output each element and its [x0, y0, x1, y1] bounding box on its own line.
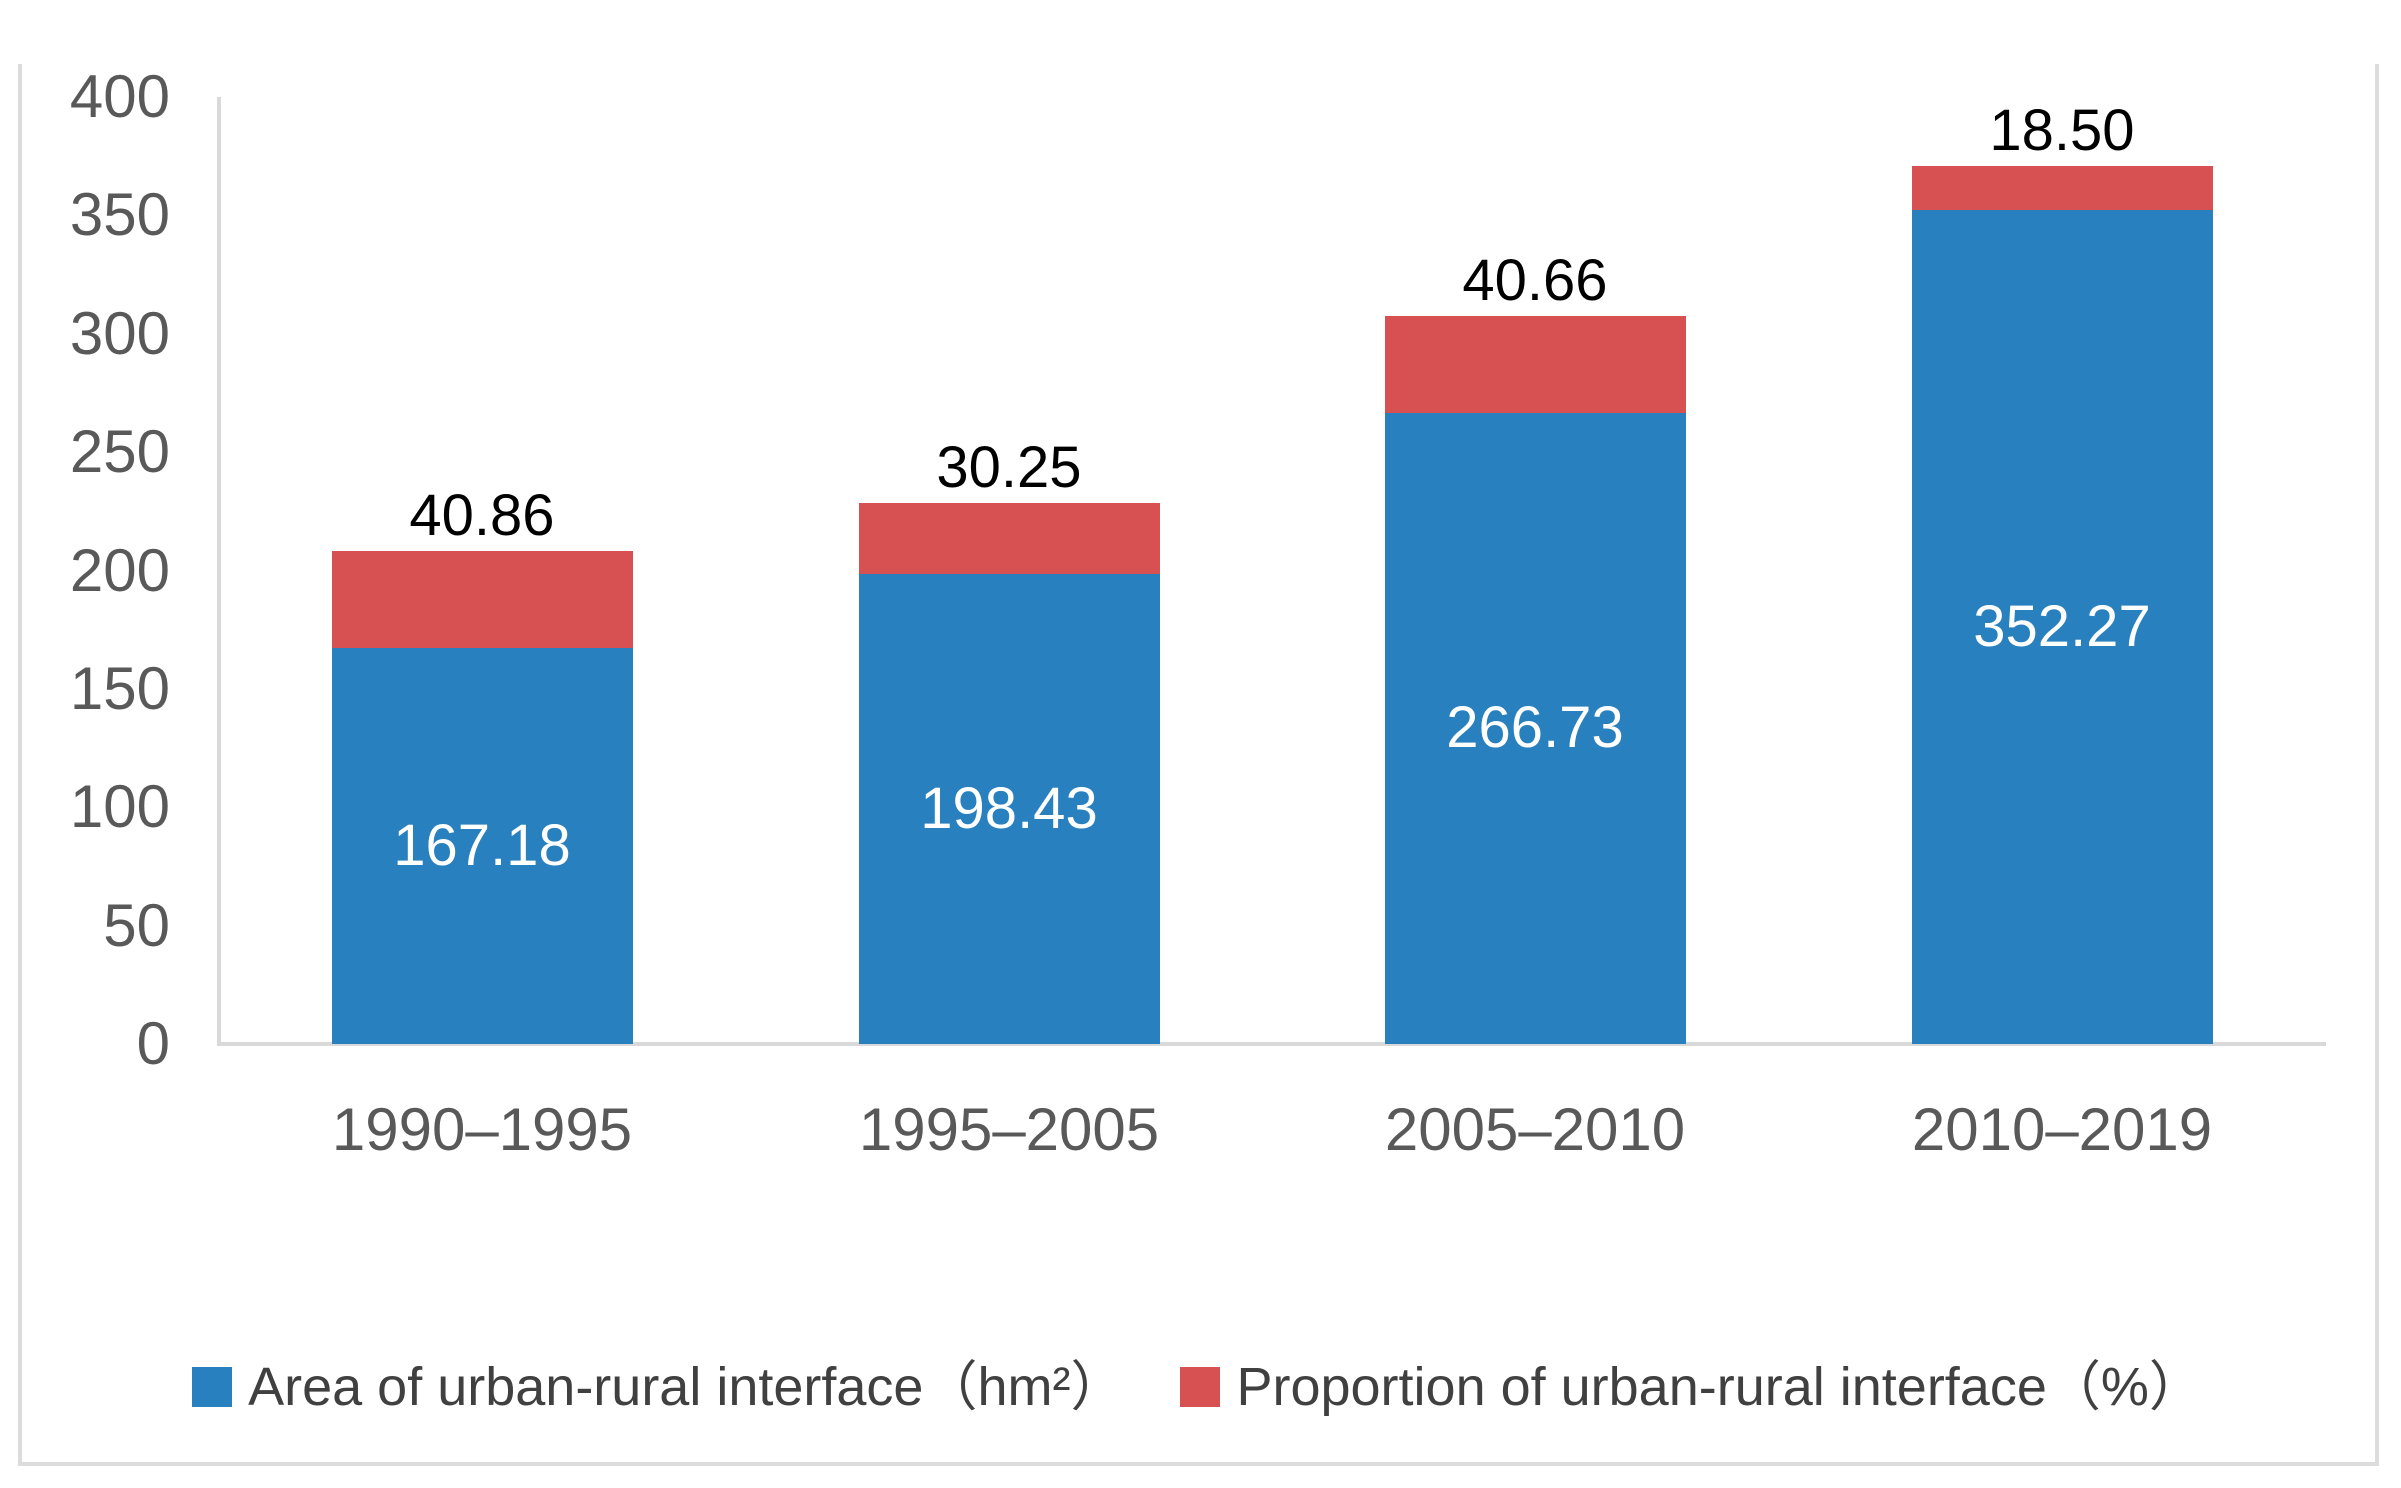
bar-segment-area	[858, 574, 1160, 1044]
y-tick-label: 200	[69, 536, 170, 604]
data-label-area: 352.27	[1973, 594, 2151, 659]
bar-segment-proportion	[1911, 166, 2213, 210]
y-tick-label: 350	[69, 181, 170, 249]
figure-border-right	[2375, 64, 2379, 1465]
bar-segment-proportion	[858, 502, 1160, 575]
bar-segment-area	[1384, 412, 1686, 1044]
y-tick-label: 50	[103, 891, 170, 959]
data-label-area: 266.73	[1446, 695, 1624, 761]
data-label-area: 198.43	[920, 776, 1098, 842]
figure-border-bottom	[18, 1462, 2379, 1466]
x-category-label: 2005–2010	[1384, 1096, 1686, 1163]
x-axis-line	[217, 1042, 2326, 1046]
data-label-proportion: 30.25	[936, 434, 1082, 500]
bar-segment-proportion	[1384, 316, 1686, 413]
x-category-label: 2010–2019	[1911, 1096, 2213, 1163]
bar-segment-area	[1911, 210, 2213, 1044]
bar-segment-area	[331, 648, 633, 1044]
legend-swatch-icon	[192, 1367, 233, 1407]
legend-label: Area of urban-rural interface（hm²）	[248, 1357, 1125, 1417]
legend-swatch-icon	[1180, 1367, 1221, 1407]
x-category-label: 1990–1995	[331, 1096, 633, 1163]
data-label-proportion: 40.86	[409, 483, 555, 549]
legend-item: Proportion of urban-rural interface（%）	[1180, 1357, 2203, 1417]
data-label-proportion: 18.50	[1989, 98, 2135, 164]
x-category-label: 1995–2005	[858, 1096, 1160, 1163]
y-tick-label: 0	[136, 1010, 170, 1077]
data-label-area: 167.18	[393, 813, 571, 879]
legend-label: Proportion of urban-rural interface（%）	[1236, 1357, 2203, 1417]
figure-border-left	[18, 64, 22, 1465]
legend: Area of urban-rural interface（hm²） Propor…	[20, 1355, 2375, 1419]
y-tick-label: 400	[69, 63, 170, 130]
y-axis-line	[217, 97, 221, 1044]
data-label-proportion: 40.66	[1462, 248, 1608, 314]
bar-segment-proportion	[331, 551, 633, 649]
y-tick-label: 150	[69, 654, 170, 722]
y-tick-label: 300	[69, 299, 170, 367]
y-tick-label: 250	[69, 418, 170, 486]
legend-item: Area of urban-rural interface（hm²）	[192, 1360, 1124, 1414]
y-tick-label: 100	[69, 773, 170, 841]
